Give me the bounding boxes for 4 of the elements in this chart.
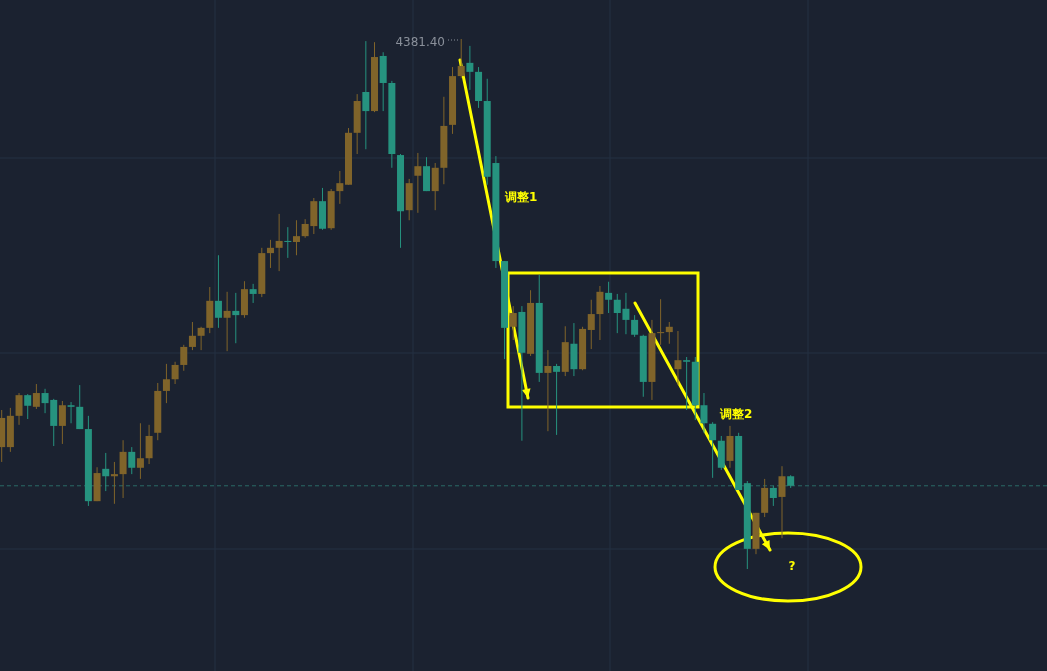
- annotation: 4381.40: [395, 35, 445, 49]
- annotation: ?: [788, 559, 796, 573]
- annotation: 调整1: [505, 190, 538, 204]
- annotation: 调整2: [720, 407, 753, 421]
